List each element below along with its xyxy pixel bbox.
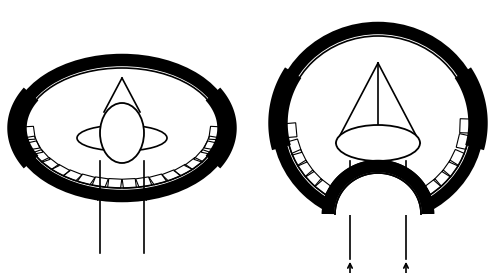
Polygon shape bbox=[323, 166, 433, 234]
Ellipse shape bbox=[22, 64, 222, 191]
Polygon shape bbox=[328, 166, 428, 214]
Ellipse shape bbox=[100, 103, 144, 163]
Ellipse shape bbox=[282, 32, 474, 213]
Ellipse shape bbox=[336, 125, 420, 161]
Polygon shape bbox=[328, 166, 428, 214]
